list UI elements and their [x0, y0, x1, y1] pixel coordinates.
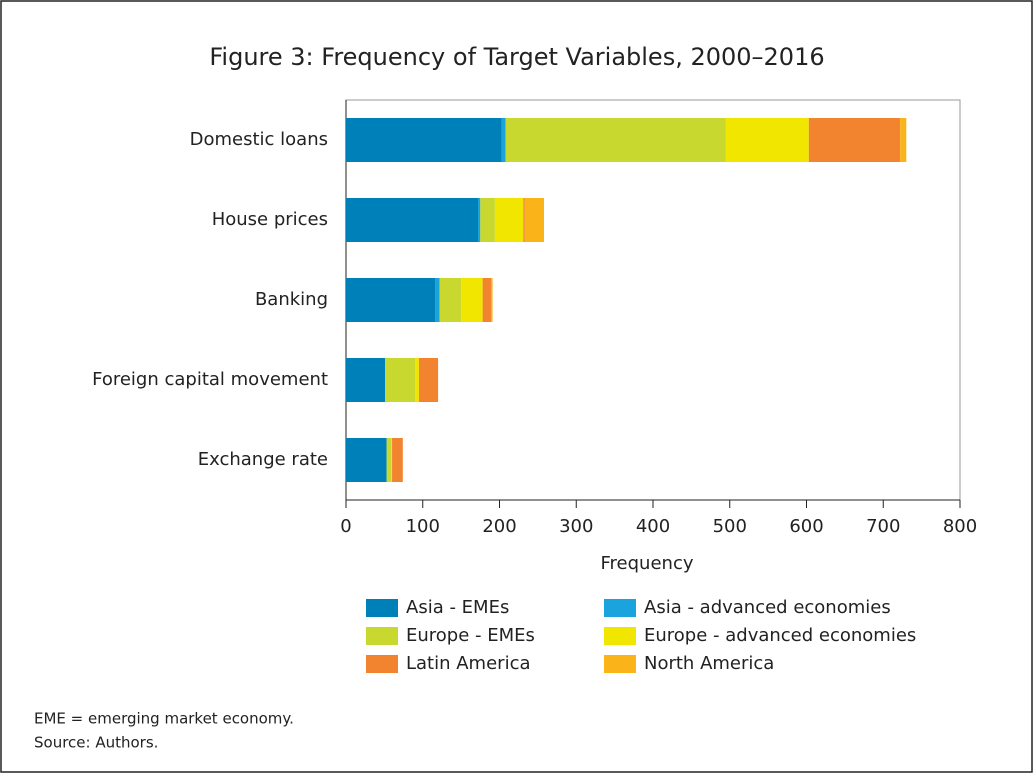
x-tick-label: 0 [340, 516, 351, 537]
bar-segment [415, 358, 419, 402]
bar-segment [523, 198, 525, 242]
y-tick-label: Banking [255, 289, 328, 310]
bar-segment [491, 278, 493, 322]
bar-segment [435, 278, 440, 322]
legend-label: Europe - advanced economies [644, 625, 916, 646]
y-tick-label: Exchange rate [198, 449, 328, 470]
bar-segment [482, 278, 492, 322]
bar-segment [386, 438, 392, 482]
x-tick-label: 100 [406, 516, 440, 537]
x-tick-label: 300 [559, 516, 593, 537]
bar-segment [900, 118, 907, 162]
x-tick-label: 800 [943, 516, 977, 537]
legend-label: Europe - EMEs [406, 625, 535, 646]
bar-segment [808, 118, 901, 162]
legend-label: Asia - advanced economies [644, 597, 891, 618]
legend-label: Asia - EMEs [406, 597, 509, 618]
legend-label: North America [644, 653, 774, 674]
bar-segment [461, 278, 483, 322]
x-tick-label: 600 [789, 516, 823, 537]
legend-swatch [366, 599, 398, 617]
x-tick-label: 700 [866, 516, 900, 537]
legend-label: Latin America [406, 653, 531, 674]
bar-segment [494, 198, 524, 242]
source: Source: Authors. [34, 734, 158, 752]
legend-swatch [366, 655, 398, 673]
chart-title: Figure 3: Frequency of Target Variables,… [209, 43, 824, 71]
bar-segment [346, 198, 479, 242]
note: EME = emerging market economy. [34, 710, 294, 728]
legend-swatch [604, 599, 636, 617]
bar-segment [505, 118, 726, 162]
bar-segment [385, 358, 416, 402]
x-axis-label: Frequency [601, 553, 694, 574]
bar-segment [478, 198, 481, 242]
bar-segment [391, 438, 393, 482]
x-tick-label: 400 [636, 516, 670, 537]
x-tick-label: 500 [713, 516, 747, 537]
y-tick-label: Domestic loans [190, 129, 328, 150]
bar-segment [501, 118, 506, 162]
legend-swatch [604, 655, 636, 673]
bar-segment [418, 358, 439, 402]
legend-swatch [604, 627, 636, 645]
bar-segment [524, 198, 545, 242]
bar-segment [346, 438, 387, 482]
bar-segment [480, 198, 495, 242]
bar-segment [346, 358, 386, 402]
bar-segment [725, 118, 809, 162]
y-tick-label: House prices [212, 209, 328, 230]
bar-segment [439, 278, 462, 322]
bar-segment [392, 438, 403, 482]
y-tick-label: Foreign capital movement [92, 369, 328, 390]
legend-swatch [366, 627, 398, 645]
bar-segment [346, 278, 436, 322]
x-tick-label: 200 [482, 516, 516, 537]
bar-segment [346, 118, 502, 162]
